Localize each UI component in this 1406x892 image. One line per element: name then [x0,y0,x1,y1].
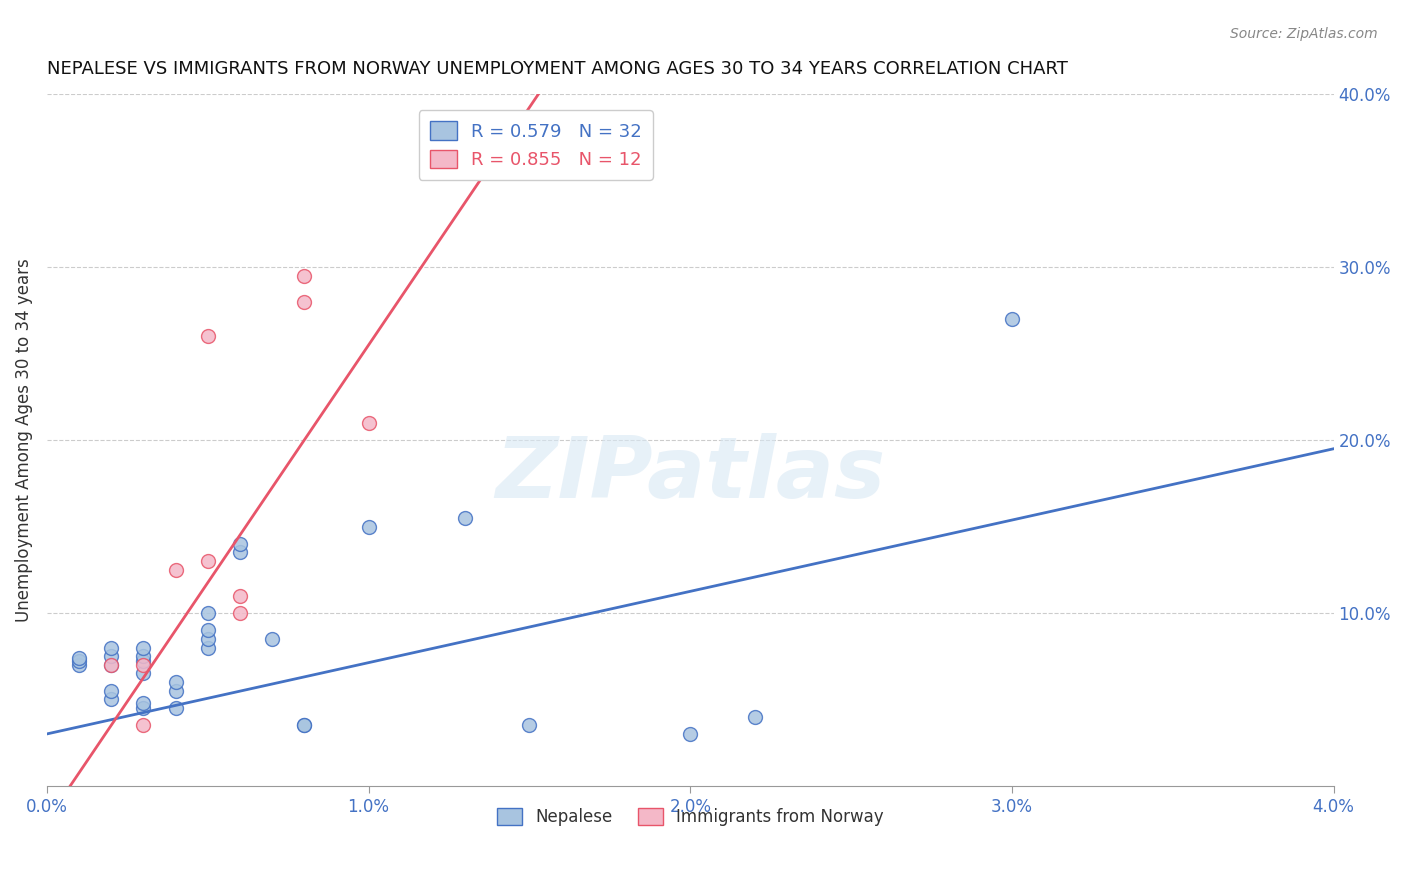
Point [744,709,766,723]
Point [132,657,155,672]
Point [197,624,219,638]
Point [132,696,155,710]
Text: ZIPatlas: ZIPatlas [495,434,886,516]
Point [292,718,315,732]
Point [197,606,219,620]
Text: NEPALESE VS IMMIGRANTS FROM NORWAY UNEMPLOYMENT AMONG AGES 30 TO 34 YEARS CORREL: NEPALESE VS IMMIGRANTS FROM NORWAY UNEMP… [46,60,1067,78]
Point [67,651,90,665]
Point [1001,312,1024,326]
Point [100,649,122,664]
Point [229,545,252,559]
Point [132,701,155,715]
Point [100,640,122,655]
Point [100,657,122,672]
Point [100,683,122,698]
Point [197,329,219,343]
Point [165,675,187,690]
Point [165,563,187,577]
Point [132,666,155,681]
Point [100,692,122,706]
Point [519,122,541,136]
Point [292,268,315,283]
Point [197,640,219,655]
Point [67,654,90,668]
Point [357,416,380,430]
Point [519,718,541,732]
Point [165,701,187,715]
Point [132,718,155,732]
Legend: Nepalese, Immigrants from Norway: Nepalese, Immigrants from Norway [491,801,890,833]
Point [262,632,284,646]
Point [197,632,219,646]
Point [357,519,380,533]
Point [229,589,252,603]
Point [165,683,187,698]
Point [132,640,155,655]
Point [454,511,477,525]
Point [679,727,702,741]
Point [292,718,315,732]
Text: Source: ZipAtlas.com: Source: ZipAtlas.com [1230,27,1378,41]
Point [197,554,219,568]
Point [292,294,315,309]
Point [100,657,122,672]
Point [132,649,155,664]
Y-axis label: Unemployment Among Ages 30 to 34 years: Unemployment Among Ages 30 to 34 years [15,259,32,622]
Point [229,537,252,551]
Point [132,654,155,668]
Point [229,606,252,620]
Point [67,657,90,672]
